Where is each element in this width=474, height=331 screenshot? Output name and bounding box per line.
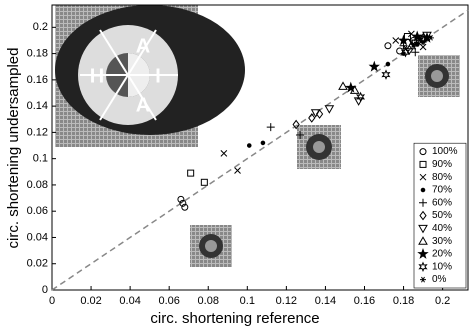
inset-label: A xyxy=(136,35,150,57)
x-axis-title: circ. shortening reference xyxy=(150,310,319,327)
inset-label: I xyxy=(155,65,161,87)
small-insets xyxy=(190,55,460,267)
inset-label: H xyxy=(90,65,104,87)
x-tick-label: 0.1 xyxy=(240,295,255,307)
marker xyxy=(324,105,335,114)
y-tick-label: 0.18 xyxy=(27,48,48,60)
legend-label: 0% xyxy=(432,274,447,285)
marker xyxy=(397,34,410,46)
legend-label: 10% xyxy=(432,261,452,272)
marker xyxy=(408,39,419,49)
marker xyxy=(200,178,208,186)
marker xyxy=(392,37,400,44)
legend-label: 60% xyxy=(432,197,452,208)
marker xyxy=(411,48,420,57)
x-tick-label: 0.04 xyxy=(119,295,140,307)
marker xyxy=(234,167,241,174)
marker xyxy=(419,210,427,221)
legend-label: 20% xyxy=(432,249,452,260)
legend-label: 30% xyxy=(432,236,452,247)
marker xyxy=(181,203,189,211)
y-tick-label: 0.1 xyxy=(33,153,48,165)
marker xyxy=(427,34,434,41)
marker xyxy=(418,236,428,245)
marker xyxy=(310,109,321,118)
marker xyxy=(260,140,266,146)
legend-label: 70% xyxy=(432,185,452,196)
marker xyxy=(419,173,427,181)
marker xyxy=(414,35,424,46)
marker xyxy=(419,43,427,51)
marker xyxy=(368,60,380,72)
y-axis-title: circ. shortening undersampled xyxy=(5,48,22,249)
x-tick-label: 0 xyxy=(49,295,55,307)
marker xyxy=(385,61,391,67)
y-tick-label: 0.14 xyxy=(27,100,48,112)
marker xyxy=(400,47,411,58)
y-tick-label: 0.02 xyxy=(27,258,48,270)
x-tick-label: 0.08 xyxy=(198,295,219,307)
y-tick-label: 0.16 xyxy=(27,74,48,86)
marker xyxy=(177,195,185,203)
legend-label: 90% xyxy=(432,159,452,170)
marker xyxy=(420,187,426,193)
y-tick-label: 0.08 xyxy=(27,179,48,191)
marker xyxy=(384,42,392,50)
marker xyxy=(420,276,426,283)
x-tick-label: 0.18 xyxy=(393,295,414,307)
marker xyxy=(417,248,429,259)
x-tick-label: 0.2 xyxy=(435,295,450,307)
marker xyxy=(420,38,427,45)
reference-line xyxy=(51,9,469,291)
marker xyxy=(418,224,428,234)
marker xyxy=(308,113,316,123)
y-tick-label: 0.04 xyxy=(27,231,48,243)
x-tick-label: 0.12 xyxy=(276,295,297,307)
inset-image xyxy=(55,5,245,147)
marker xyxy=(419,198,427,207)
x-tick-label: 0.14 xyxy=(315,295,336,307)
marker xyxy=(266,123,275,132)
plot-frame xyxy=(51,4,469,291)
legend-label: 40% xyxy=(432,223,452,234)
x-tick-label: 0.06 xyxy=(158,295,179,307)
marker xyxy=(381,69,391,80)
marker xyxy=(410,41,417,48)
marker xyxy=(296,131,305,140)
legend-label: 50% xyxy=(432,210,452,221)
marker xyxy=(187,169,195,177)
legend-label: 100% xyxy=(432,146,458,157)
marker xyxy=(338,81,348,90)
y-tick-label: 0.2 xyxy=(33,21,48,33)
marker xyxy=(355,91,366,103)
marker xyxy=(419,160,427,168)
y-tick-label: 0 xyxy=(42,284,48,296)
marker xyxy=(402,45,409,52)
legend-label: 80% xyxy=(432,172,452,183)
marker xyxy=(292,119,300,130)
marker xyxy=(345,81,357,93)
marker xyxy=(246,143,252,148)
marker xyxy=(418,261,428,273)
x-tick-label: 0.02 xyxy=(80,295,101,307)
y-tick-label: 0.06 xyxy=(27,205,48,217)
y-tick-label: 0.12 xyxy=(27,126,48,138)
inset-label: A xyxy=(136,94,150,116)
marker xyxy=(179,199,187,207)
marker xyxy=(220,150,228,157)
marker xyxy=(419,148,427,156)
x-tick-label: 0.16 xyxy=(354,295,375,307)
